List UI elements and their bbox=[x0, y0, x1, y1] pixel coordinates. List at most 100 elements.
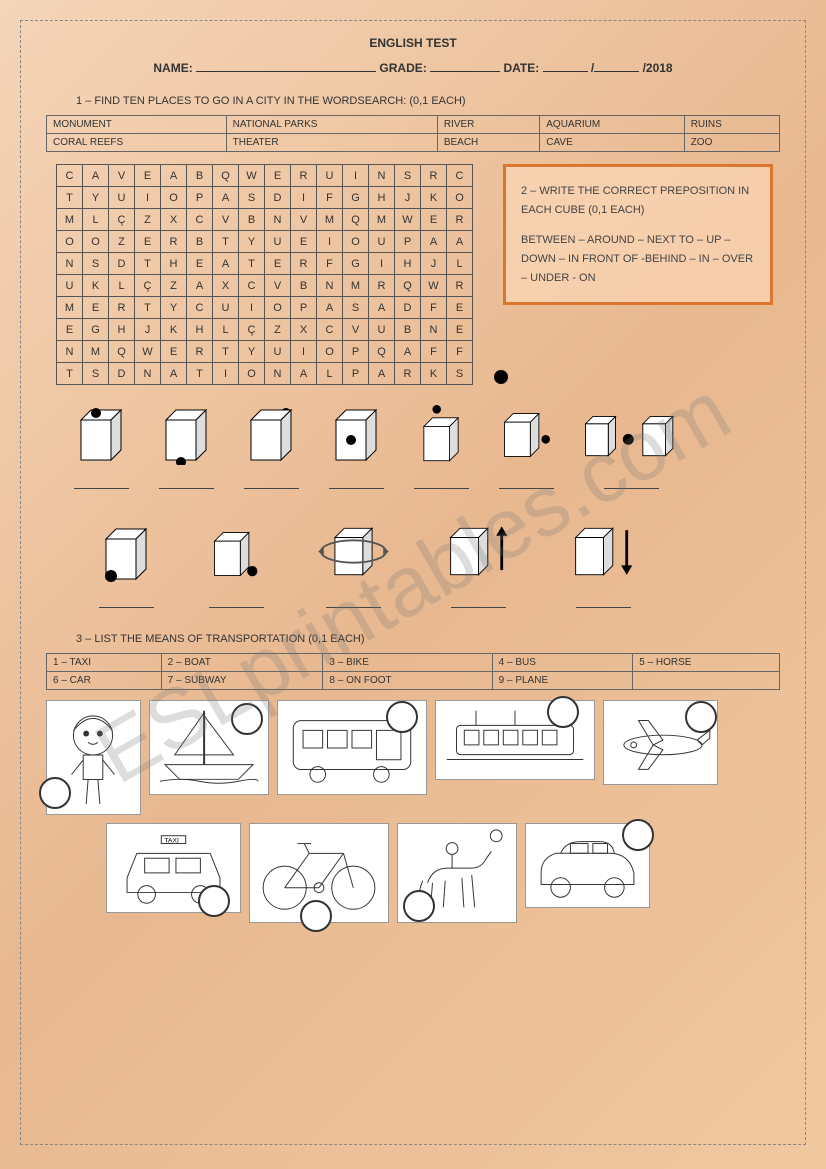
grid-cell: B bbox=[187, 231, 213, 253]
grid-cell: I bbox=[213, 363, 239, 385]
answer-blank[interactable] bbox=[99, 598, 154, 608]
grid-cell: T bbox=[135, 297, 161, 319]
grid-cell: O bbox=[447, 187, 473, 209]
grid-cell: Q bbox=[343, 209, 369, 231]
grid-cell: F bbox=[421, 341, 447, 363]
grid-cell: E bbox=[447, 297, 473, 319]
answer-blank[interactable] bbox=[414, 479, 469, 489]
grid-cell: T bbox=[213, 341, 239, 363]
grid-cell: R bbox=[447, 275, 473, 297]
answer-blank[interactable] bbox=[576, 598, 631, 608]
grid-cell: H bbox=[109, 319, 135, 341]
grid-cell: A bbox=[161, 363, 187, 385]
grid-cell: D bbox=[265, 187, 291, 209]
answer-blank[interactable] bbox=[74, 479, 129, 489]
grid-cell: R bbox=[395, 363, 421, 385]
answer-bubble[interactable] bbox=[386, 701, 418, 733]
page-title: ENGLISH TEST bbox=[46, 36, 780, 50]
transport-cell: 3 – BIKE bbox=[323, 654, 492, 672]
name-blank[interactable] bbox=[196, 60, 376, 72]
answer-blank[interactable] bbox=[604, 479, 659, 489]
grid-cell: A bbox=[369, 297, 395, 319]
answer-blank[interactable] bbox=[244, 479, 299, 489]
grid-cell: M bbox=[83, 341, 109, 363]
word-bank-table: MONUMENTNATIONAL PARKSRIVERAQUARIUMRUINS… bbox=[46, 115, 780, 152]
grid-cell: H bbox=[187, 319, 213, 341]
grid-cell: L bbox=[83, 209, 109, 231]
transport-images: TAXI bbox=[46, 700, 780, 923]
word-cell: CORAL REEFS bbox=[47, 134, 227, 152]
grid-cell: E bbox=[447, 319, 473, 341]
word-cell: BEACH bbox=[437, 134, 539, 152]
grid-cell: E bbox=[83, 297, 109, 319]
grid-cell: E bbox=[265, 165, 291, 187]
worksheet-page: ESLprintables.com ENGLISH TEST NAME: GRA… bbox=[20, 20, 806, 1145]
grid-cell: P bbox=[395, 231, 421, 253]
date-blank1[interactable] bbox=[543, 60, 588, 72]
answer-bubble[interactable] bbox=[231, 703, 263, 735]
grid-cell: G bbox=[343, 253, 369, 275]
grid-cell: R bbox=[187, 341, 213, 363]
grid-cell: I bbox=[343, 165, 369, 187]
grid-cell: O bbox=[265, 297, 291, 319]
cube-nextto bbox=[496, 405, 556, 489]
grid-cell: M bbox=[369, 209, 395, 231]
grid-cell: F bbox=[421, 297, 447, 319]
image-taxi: TAXI bbox=[106, 823, 241, 913]
answer-bubble[interactable] bbox=[39, 777, 71, 809]
grid-cell: D bbox=[109, 253, 135, 275]
ball-icon bbox=[491, 367, 511, 387]
grid-cell: G bbox=[83, 319, 109, 341]
answer-bubble[interactable] bbox=[403, 890, 435, 922]
answer-bubble[interactable] bbox=[622, 819, 654, 851]
grid-cell: V bbox=[265, 275, 291, 297]
word-cell: MONUMENT bbox=[47, 116, 227, 134]
grid-cell: E bbox=[187, 253, 213, 275]
header-line: NAME: GRADE: DATE: / /2018 bbox=[46, 60, 780, 75]
grid-cell: T bbox=[135, 253, 161, 275]
answer-blank[interactable] bbox=[326, 598, 381, 608]
date-blank2[interactable] bbox=[594, 60, 639, 72]
grid-cell: E bbox=[57, 319, 83, 341]
grid-cell: I bbox=[317, 231, 343, 253]
grid-cell: R bbox=[291, 165, 317, 187]
grid-cell: V bbox=[291, 209, 317, 231]
grid-cell: A bbox=[395, 341, 421, 363]
grid-cell: Q bbox=[213, 165, 239, 187]
wordsearch-grid: CAVEABQWERUINSRCTYUIOPASDIFGHJKOMLÇZXCVB… bbox=[56, 164, 473, 385]
cube-nextto2 bbox=[206, 524, 266, 608]
grid-cell: I bbox=[135, 187, 161, 209]
image-bike bbox=[249, 823, 389, 923]
word-cell: NATIONAL PARKS bbox=[226, 116, 437, 134]
grid-cell: Y bbox=[239, 341, 265, 363]
answer-bubble[interactable] bbox=[300, 900, 332, 932]
grid-cell: C bbox=[317, 319, 343, 341]
answer-bubble[interactable] bbox=[685, 701, 717, 733]
answer-blank[interactable] bbox=[329, 479, 384, 489]
transport-cell: 6 – CAR bbox=[47, 672, 162, 690]
grid-cell: U bbox=[265, 341, 291, 363]
grade-blank[interactable] bbox=[430, 60, 500, 72]
grid-cell: W bbox=[395, 209, 421, 231]
answer-blank[interactable] bbox=[209, 598, 264, 608]
grid-cell: L bbox=[447, 253, 473, 275]
answer-blank[interactable] bbox=[499, 479, 554, 489]
grid-cell: H bbox=[161, 253, 187, 275]
cube-around bbox=[316, 519, 391, 608]
answer-bubble[interactable] bbox=[198, 885, 230, 917]
grid-cell: O bbox=[83, 231, 109, 253]
year: /2018 bbox=[643, 61, 673, 75]
q2-prepositions: BETWEEN – AROUND – NEXT TO – UP – DOWN –… bbox=[521, 231, 755, 287]
grid-cell: T bbox=[57, 363, 83, 385]
image-subway bbox=[435, 700, 595, 780]
cube-under bbox=[156, 405, 216, 489]
answer-bubble[interactable] bbox=[547, 696, 579, 728]
grid-cell: N bbox=[57, 341, 83, 363]
answer-blank[interactable] bbox=[451, 598, 506, 608]
name-label: NAME: bbox=[153, 61, 192, 75]
grid-cell: U bbox=[57, 275, 83, 297]
cube-infront bbox=[96, 524, 156, 608]
image-bus bbox=[277, 700, 427, 795]
grid-cell: A bbox=[83, 165, 109, 187]
answer-blank[interactable] bbox=[159, 479, 214, 489]
